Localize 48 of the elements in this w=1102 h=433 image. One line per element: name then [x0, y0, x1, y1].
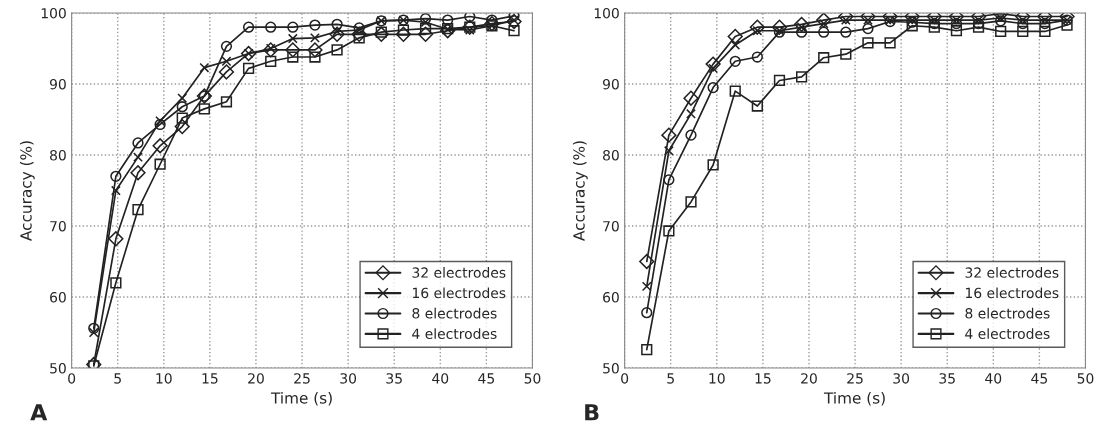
x-tick-label: 15	[202, 373, 218, 384]
x-axis-title: Time (s)	[270, 391, 332, 406]
y-axis-title: Accuracy (%)	[572, 141, 588, 241]
y-tick-label: 90	[602, 78, 619, 90]
text: B	[585, 404, 599, 421]
y-tick-label: 80	[50, 149, 66, 161]
x-tick-label: 30	[340, 373, 357, 384]
x-tick-label: 35	[386, 373, 402, 384]
y-tick-label: 70	[50, 220, 66, 232]
x-tick-label: 0	[621, 373, 629, 384]
x-tick-label: 30	[893, 373, 910, 384]
legend-label: 4 electrodes	[965, 328, 1050, 339]
y-tick-label: 60	[50, 292, 66, 303]
x-tick-label: 10	[709, 373, 725, 384]
y-tick-label: 70	[603, 220, 619, 232]
y-tick-label: 50	[603, 363, 619, 374]
x-tick-label: 0	[68, 373, 76, 384]
legend-label: 4 electrodes	[412, 328, 497, 339]
x-tick-label: 5	[114, 373, 121, 384]
y-tick-label: 90	[49, 78, 66, 90]
text: A	[30, 404, 48, 421]
x-tick-label: 40	[985, 373, 1002, 384]
x-tick-label: 15	[755, 373, 771, 384]
x-tick-label: 50	[524, 373, 541, 384]
legend-label: 16 electrodes	[412, 287, 506, 299]
x-tick-label: 40	[432, 373, 449, 384]
x-axis-title: Time (s)	[823, 391, 885, 406]
x-tick-label: 50	[1077, 373, 1094, 384]
y-axis-title: Accuracy (%)	[19, 141, 35, 241]
x-tick-label: 45	[478, 373, 495, 384]
x-tick-label: 25	[847, 373, 863, 384]
x-tick-label: 20	[801, 373, 817, 384]
legend-label: 32 electrodes	[965, 267, 1059, 278]
legend-label: 32 electrodes	[412, 267, 506, 278]
x-tick-label: 20	[248, 373, 264, 384]
x-tick-label: 25	[294, 373, 310, 384]
y-tick-label: 60	[603, 292, 619, 303]
x-tick-label: 35	[939, 373, 955, 384]
y-tick-label: 50	[50, 363, 66, 374]
y-tick-label: 100	[594, 7, 619, 19]
x-tick-label: 10	[156, 373, 172, 384]
legend-label: 8 electrodes	[965, 307, 1050, 319]
y-tick-label: 80	[603, 149, 619, 161]
x-tick-label: 5	[667, 373, 674, 384]
x-tick-label: 45	[1031, 373, 1048, 384]
legend-label: 8 electrodes	[412, 307, 497, 319]
legend-label: 16 electrodes	[965, 287, 1059, 299]
y-tick-label: 100	[41, 7, 66, 19]
